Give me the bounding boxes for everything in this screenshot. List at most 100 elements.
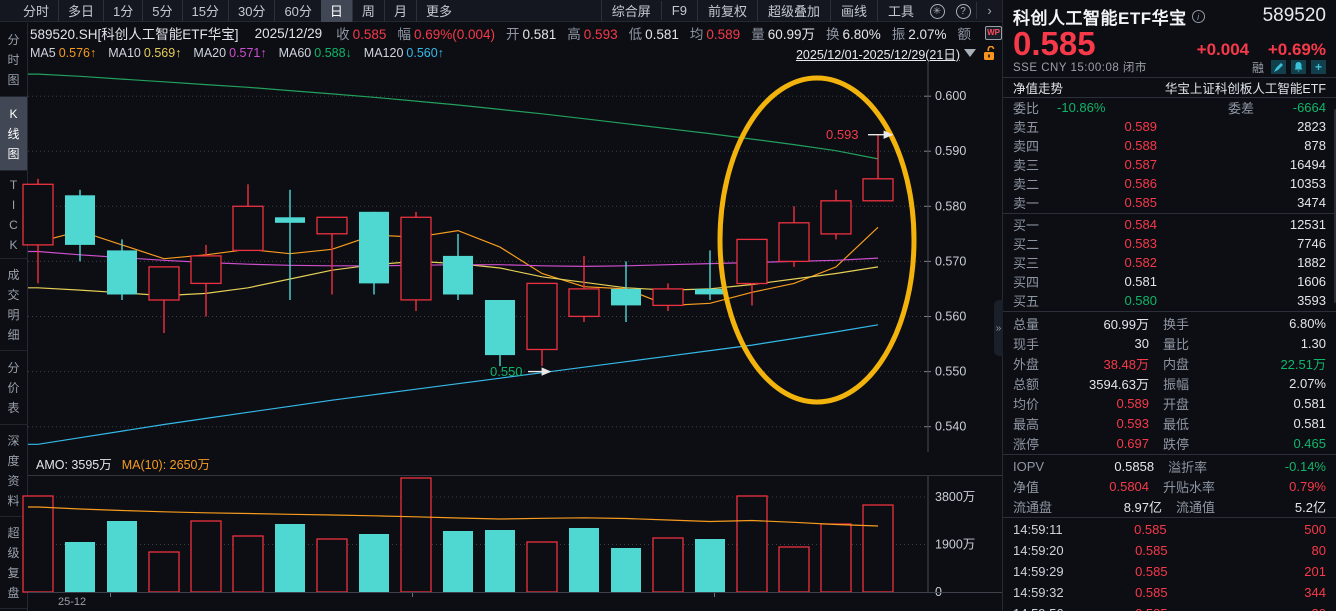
candle-15[interactable] — [611, 261, 641, 322]
volume-bar[interactable] — [107, 521, 137, 592]
volume-bar[interactable] — [862, 504, 894, 593]
ask-row[interactable]: 卖五 0.589 2823 — [1003, 117, 1336, 136]
volume-bar[interactable] — [359, 534, 389, 592]
candle-5[interactable] — [190, 244, 222, 317]
candle-2[interactable] — [65, 189, 95, 262]
volume-bar[interactable] — [22, 495, 54, 593]
bell-icon[interactable] — [1291, 60, 1306, 74]
volume-bar[interactable] — [820, 523, 852, 593]
candle-11[interactable] — [443, 233, 473, 300]
candle-21[interactable] — [862, 134, 894, 202]
chevron-right-icon[interactable]: › — [976, 2, 1002, 19]
volume-bar[interactable] — [275, 524, 305, 592]
date-range-selector[interactable]: 2025/12/01-2025/12/29(21日) — [795, 47, 960, 62]
volume-bar[interactable] — [695, 539, 725, 592]
help-icon[interactable]: ? — [950, 1, 976, 20]
tab-1分[interactable]: 1分 — [103, 0, 142, 22]
volume-bar[interactable] — [232, 535, 264, 593]
volume-indicator-strip: AMO: 3595万 MA(10): 2650万 — [28, 452, 1002, 476]
sidebar-item-分时图[interactable]: 分时图 — [0, 23, 27, 97]
volume-bar[interactable] — [611, 548, 641, 592]
candle-10[interactable] — [400, 211, 432, 311]
menu-item-综合屏[interactable]: 综合屏 — [600, 0, 661, 22]
wp-badge-icon[interactable]: WP — [985, 26, 1002, 40]
volume-bar[interactable] — [316, 538, 348, 593]
kline-chart[interactable]: 0.600 0.590 0.580 0.570 0.560 0.550 0.540 0.593… — [22, 62, 1002, 452]
candle-1[interactable] — [22, 178, 54, 284]
highlight-ellipse[interactable] — [717, 75, 917, 405]
tab-60分[interactable]: 60分 — [274, 0, 320, 22]
tab-15分[interactable]: 15分 — [181, 0, 228, 22]
price-annotation[interactable]: 0.593 — [826, 127, 859, 142]
info-icon[interactable]: i — [1191, 9, 1205, 23]
volume-bar[interactable] — [443, 531, 473, 592]
tab-日[interactable]: 日 — [320, 0, 352, 22]
add-icon[interactable]: + — [1311, 60, 1326, 74]
tab-周[interactable]: 周 — [351, 0, 384, 22]
menu-item-超级叠加[interactable]: 超级叠加 — [756, 0, 830, 22]
candle-17[interactable] — [695, 250, 725, 300]
candle-13[interactable] — [526, 282, 558, 367]
trade-tick-list[interactable]: 14:59:11 0.585 500 14:59:20 0.585 80 14:59:29 0… — [1003, 519, 1336, 611]
sidebar-item-深度资料[interactable]: 深度资料 — [0, 425, 27, 517]
gear-icon[interactable]: ✳ — [924, 1, 950, 20]
volume-bar[interactable] — [148, 551, 180, 593]
nav-value-trend[interactable]: 净值走势 华宝上证科创板人工智能ETF — [1003, 77, 1336, 98]
stat-value: -0.14% — [1284, 458, 1326, 474]
candle-14[interactable] — [568, 255, 600, 322]
volume-bar[interactable] — [400, 477, 432, 593]
bid-row[interactable]: 买三 0.582 1882 — [1003, 253, 1336, 272]
sidebar-item-成交明细[interactable]: 成交明细 — [0, 259, 27, 351]
lock-icon[interactable] — [982, 45, 996, 61]
sidebar-item-char: 深 — [7, 433, 20, 448]
tab-月[interactable]: 月 — [383, 0, 416, 22]
menu-item-前复权[interactable]: 前复权 — [696, 0, 757, 22]
volume-bar[interactable] — [65, 542, 95, 592]
price-annotation[interactable]: 0.550 — [490, 364, 523, 379]
orderbook-scrollbar[interactable] — [1334, 109, 1336, 303]
field-label: 幅 — [397, 27, 411, 42]
candle-9[interactable] — [359, 211, 389, 295]
volume-bar[interactable] — [652, 537, 684, 593]
menu-item-工具[interactable]: 工具 — [876, 0, 924, 22]
bid-row[interactable]: 买五 0.580 3593 — [1003, 291, 1336, 310]
candle-8[interactable] — [316, 216, 348, 295]
bid-row[interactable]: 买二 0.583 7746 — [1003, 234, 1336, 253]
volume-bar[interactable] — [569, 528, 599, 592]
bid-row[interactable]: 买一 0.584 12531 — [1003, 215, 1336, 234]
ask-row[interactable]: 卖一 0.585 3474 — [1003, 193, 1336, 212]
candle-4[interactable] — [148, 266, 180, 333]
edit-icon[interactable] — [1271, 60, 1286, 74]
candle-3[interactable] — [107, 239, 137, 300]
candle-12[interactable] — [485, 300, 515, 367]
panel-collapse-handle[interactable]: » — [994, 300, 1003, 356]
volume-bar[interactable] — [526, 541, 558, 593]
sidebar-item-分价表[interactable]: 分价表 — [0, 351, 27, 425]
volume-bar[interactable] — [190, 520, 222, 593]
tab-30分[interactable]: 30分 — [227, 0, 274, 22]
tab-多日[interactable]: 多日 — [58, 0, 103, 22]
tab-分时[interactable]: 分时 — [23, 4, 50, 19]
bid-row[interactable]: 买四 0.581 1606 — [1003, 272, 1336, 291]
candle-6[interactable] — [232, 184, 264, 252]
dropdown-arrow-icon[interactable] — [964, 49, 976, 57]
candle-16[interactable] — [652, 283, 684, 311]
ask-row[interactable]: 卖三 0.587 16494 — [1003, 155, 1336, 174]
volume-bar[interactable] — [778, 546, 810, 593]
tab-更多[interactable]: 更多 — [415, 0, 461, 22]
sidebar-item-超级复盘[interactable]: 超级复盘 — [0, 517, 27, 609]
tab-5分[interactable]: 5分 — [142, 0, 181, 22]
candle-7[interactable] — [275, 189, 305, 300]
ask-row[interactable]: 卖二 0.586 10353 — [1003, 174, 1336, 193]
candle-20[interactable] — [820, 189, 852, 240]
volume-bar[interactable] — [736, 495, 768, 593]
candle-18[interactable] — [736, 238, 768, 306]
candle-19[interactable] — [778, 206, 810, 267]
ask-row[interactable]: 卖四 0.588 878 — [1003, 136, 1336, 155]
volume-bar[interactable] — [485, 530, 515, 592]
menu-item-画线[interactable]: 画线 — [829, 0, 877, 22]
menu-item-F9[interactable]: F9 — [660, 1, 697, 20]
